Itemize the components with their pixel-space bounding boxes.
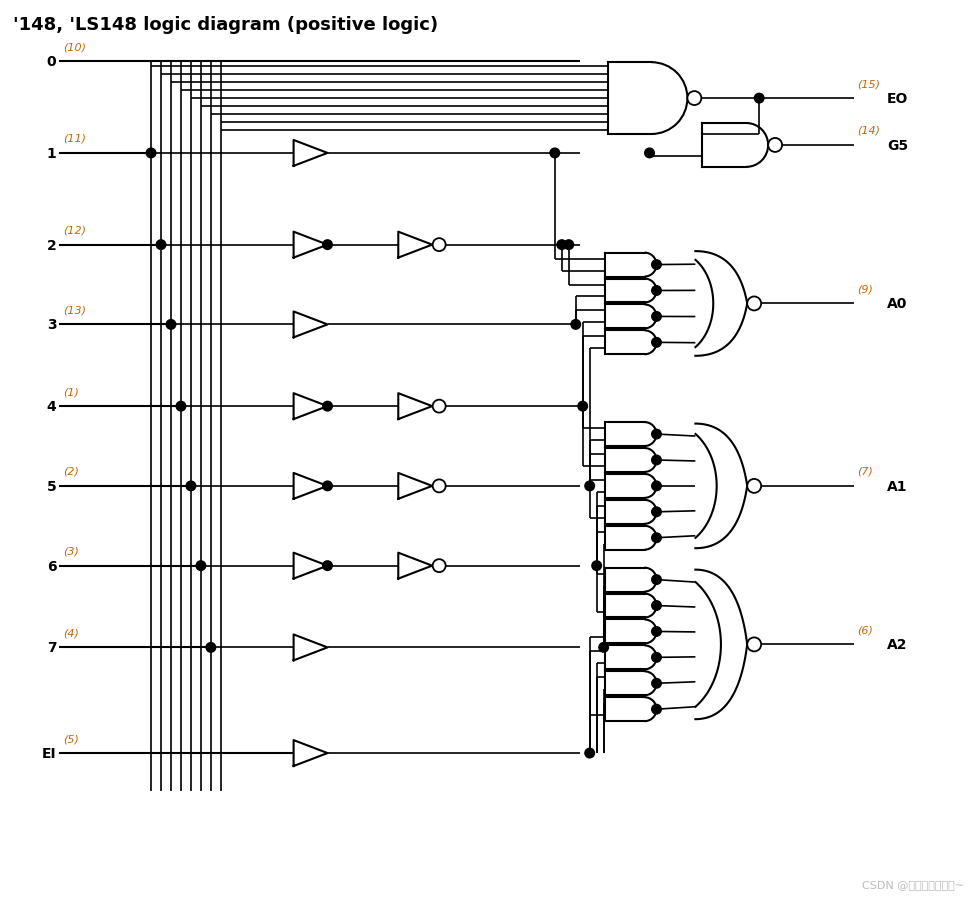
Text: A2: A2 xyxy=(887,638,907,651)
Text: 4: 4 xyxy=(47,400,56,414)
Text: (2): (2) xyxy=(64,466,79,476)
Text: (1): (1) xyxy=(64,387,79,397)
Circle shape xyxy=(652,338,662,348)
Circle shape xyxy=(167,320,175,330)
Circle shape xyxy=(433,239,446,252)
Text: EI: EI xyxy=(42,746,56,760)
Circle shape xyxy=(652,482,662,491)
Text: (9): (9) xyxy=(857,284,873,294)
Circle shape xyxy=(747,638,761,651)
Text: 2: 2 xyxy=(47,238,56,253)
Text: A0: A0 xyxy=(887,297,907,311)
Circle shape xyxy=(176,402,186,411)
Circle shape xyxy=(322,402,332,411)
Circle shape xyxy=(652,312,662,322)
Text: (12): (12) xyxy=(64,226,86,235)
Circle shape xyxy=(585,749,595,758)
Text: G5: G5 xyxy=(887,139,907,152)
Circle shape xyxy=(747,297,761,311)
Circle shape xyxy=(652,653,662,662)
Circle shape xyxy=(687,92,702,106)
Circle shape xyxy=(196,561,206,571)
Circle shape xyxy=(652,678,662,688)
Text: CSDN @睡不醒的胡图图~: CSDN @睡不醒的胡图图~ xyxy=(861,879,963,888)
Circle shape xyxy=(652,704,662,714)
Text: '148, 'LS148 logic diagram (positive logic): '148, 'LS148 logic diagram (positive log… xyxy=(14,16,439,34)
Circle shape xyxy=(652,627,662,637)
Text: (11): (11) xyxy=(64,133,86,143)
Circle shape xyxy=(322,561,332,571)
Text: 5: 5 xyxy=(47,479,56,493)
Circle shape xyxy=(652,261,662,270)
Text: 0: 0 xyxy=(47,55,56,69)
Circle shape xyxy=(652,601,662,611)
Circle shape xyxy=(322,482,332,491)
Text: (15): (15) xyxy=(857,79,880,89)
Text: (3): (3) xyxy=(64,546,79,556)
Text: 3: 3 xyxy=(47,318,56,332)
Circle shape xyxy=(433,400,446,413)
Text: 7: 7 xyxy=(47,640,56,655)
Text: (10): (10) xyxy=(64,42,86,52)
Text: EO: EO xyxy=(887,92,908,106)
Text: (5): (5) xyxy=(64,733,79,743)
Text: (4): (4) xyxy=(64,628,79,638)
Circle shape xyxy=(557,241,566,250)
Circle shape xyxy=(322,241,332,250)
Circle shape xyxy=(571,320,580,330)
Circle shape xyxy=(755,94,764,104)
Circle shape xyxy=(747,479,761,493)
Circle shape xyxy=(652,575,662,584)
Circle shape xyxy=(768,139,782,152)
Circle shape xyxy=(156,241,166,250)
Circle shape xyxy=(592,561,602,571)
Text: (13): (13) xyxy=(64,305,86,315)
Text: (14): (14) xyxy=(857,126,880,136)
Circle shape xyxy=(564,241,573,250)
Circle shape xyxy=(652,508,662,517)
Text: (7): (7) xyxy=(857,466,873,476)
Text: 1: 1 xyxy=(47,147,56,161)
Circle shape xyxy=(146,149,156,159)
Circle shape xyxy=(206,643,216,652)
Circle shape xyxy=(578,402,587,411)
Text: (6): (6) xyxy=(857,625,873,635)
Circle shape xyxy=(433,480,446,492)
Text: A1: A1 xyxy=(887,479,907,493)
Circle shape xyxy=(652,533,662,543)
Circle shape xyxy=(433,559,446,573)
Circle shape xyxy=(652,456,662,465)
Circle shape xyxy=(186,482,196,491)
Circle shape xyxy=(599,643,609,652)
Text: 6: 6 xyxy=(47,559,56,573)
Circle shape xyxy=(652,287,662,296)
Circle shape xyxy=(550,149,560,159)
Circle shape xyxy=(652,429,662,439)
Circle shape xyxy=(645,149,655,159)
Circle shape xyxy=(585,482,595,491)
